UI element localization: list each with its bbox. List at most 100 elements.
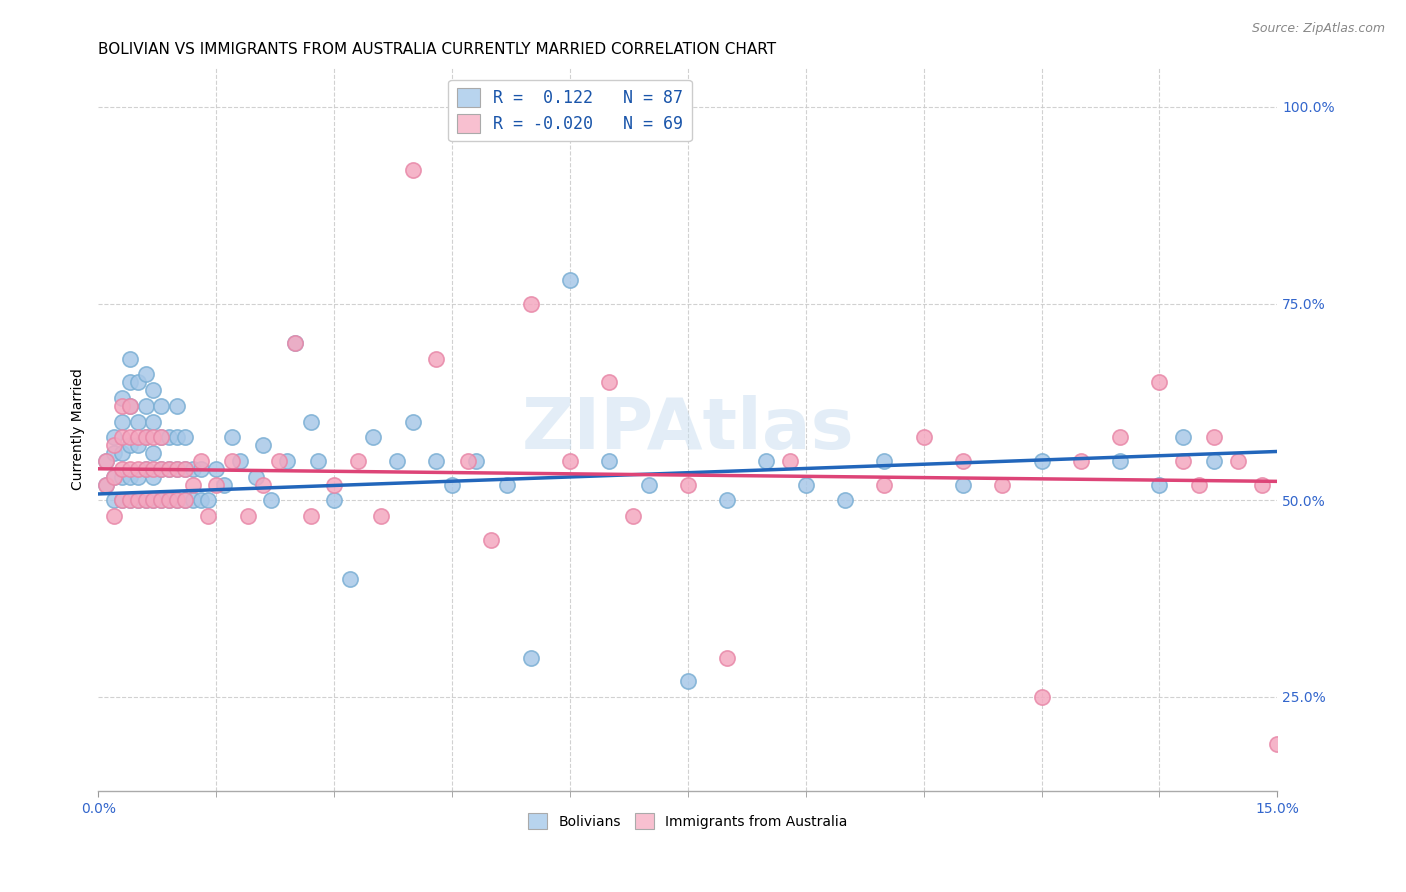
Point <box>952 454 974 468</box>
Point <box>111 493 134 508</box>
Point <box>441 477 464 491</box>
Point <box>346 454 368 468</box>
Point <box>402 415 425 429</box>
Point <box>873 454 896 468</box>
Point <box>229 454 252 468</box>
Point <box>166 493 188 508</box>
Point <box>142 383 165 397</box>
Point <box>157 493 180 508</box>
Point <box>252 438 274 452</box>
Point <box>873 477 896 491</box>
Point <box>135 430 157 444</box>
Point <box>181 477 204 491</box>
Point <box>1204 454 1226 468</box>
Point <box>519 650 541 665</box>
Point <box>558 454 581 468</box>
Point <box>118 351 141 366</box>
Point <box>284 335 307 350</box>
Text: BOLIVIAN VS IMMIGRANTS FROM AUSTRALIA CURRENTLY MARRIED CORRELATION CHART: BOLIVIAN VS IMMIGRANTS FROM AUSTRALIA CU… <box>98 42 776 57</box>
Point <box>173 462 195 476</box>
Point <box>135 430 157 444</box>
Point <box>150 399 173 413</box>
Point <box>299 415 322 429</box>
Point <box>111 391 134 405</box>
Point <box>276 454 298 468</box>
Point <box>142 446 165 460</box>
Point <box>212 477 235 491</box>
Point <box>716 650 738 665</box>
Point <box>142 469 165 483</box>
Point <box>166 430 188 444</box>
Point <box>103 469 125 483</box>
Point <box>103 430 125 444</box>
Point <box>103 493 125 508</box>
Point <box>952 477 974 491</box>
Point <box>127 376 149 390</box>
Point <box>142 430 165 444</box>
Point <box>173 462 195 476</box>
Point <box>96 477 118 491</box>
Point <box>118 438 141 452</box>
Point <box>425 351 447 366</box>
Point <box>127 430 149 444</box>
Point <box>716 493 738 508</box>
Point <box>598 376 620 390</box>
Point <box>111 462 134 476</box>
Point <box>96 477 118 491</box>
Point <box>205 462 228 476</box>
Point <box>118 469 141 483</box>
Point <box>794 477 817 491</box>
Point <box>221 454 243 468</box>
Point <box>1070 454 1092 468</box>
Point <box>339 572 361 586</box>
Point <box>166 493 188 508</box>
Point <box>1171 454 1194 468</box>
Point <box>135 368 157 382</box>
Point <box>157 462 180 476</box>
Point <box>190 462 212 476</box>
Point <box>425 454 447 468</box>
Point <box>598 454 620 468</box>
Point <box>142 462 165 476</box>
Point <box>991 477 1014 491</box>
Point <box>166 462 188 476</box>
Point <box>118 399 141 413</box>
Point <box>150 493 173 508</box>
Point <box>1265 737 1288 751</box>
Point <box>479 533 502 547</box>
Point <box>166 399 188 413</box>
Point <box>260 493 283 508</box>
Point <box>135 493 157 508</box>
Point <box>150 430 173 444</box>
Point <box>103 446 125 460</box>
Point <box>496 477 519 491</box>
Point <box>676 674 699 689</box>
Point <box>363 430 385 444</box>
Point <box>111 430 134 444</box>
Point <box>370 508 392 523</box>
Point <box>284 335 307 350</box>
Point <box>111 446 134 460</box>
Point <box>621 508 644 523</box>
Point <box>1109 430 1132 444</box>
Point <box>205 477 228 491</box>
Point <box>111 469 134 483</box>
Point <box>1109 454 1132 468</box>
Point <box>173 493 195 508</box>
Point <box>385 454 408 468</box>
Point <box>676 477 699 491</box>
Point <box>150 462 173 476</box>
Point <box>181 493 204 508</box>
Point <box>111 399 134 413</box>
Point <box>135 399 157 413</box>
Point <box>519 296 541 310</box>
Point <box>1204 430 1226 444</box>
Point <box>103 438 125 452</box>
Point <box>197 508 219 523</box>
Point <box>558 273 581 287</box>
Text: ZIPAtlas: ZIPAtlas <box>522 395 855 464</box>
Point <box>1031 454 1053 468</box>
Point <box>1250 477 1272 491</box>
Point <box>118 376 141 390</box>
Point <box>150 430 173 444</box>
